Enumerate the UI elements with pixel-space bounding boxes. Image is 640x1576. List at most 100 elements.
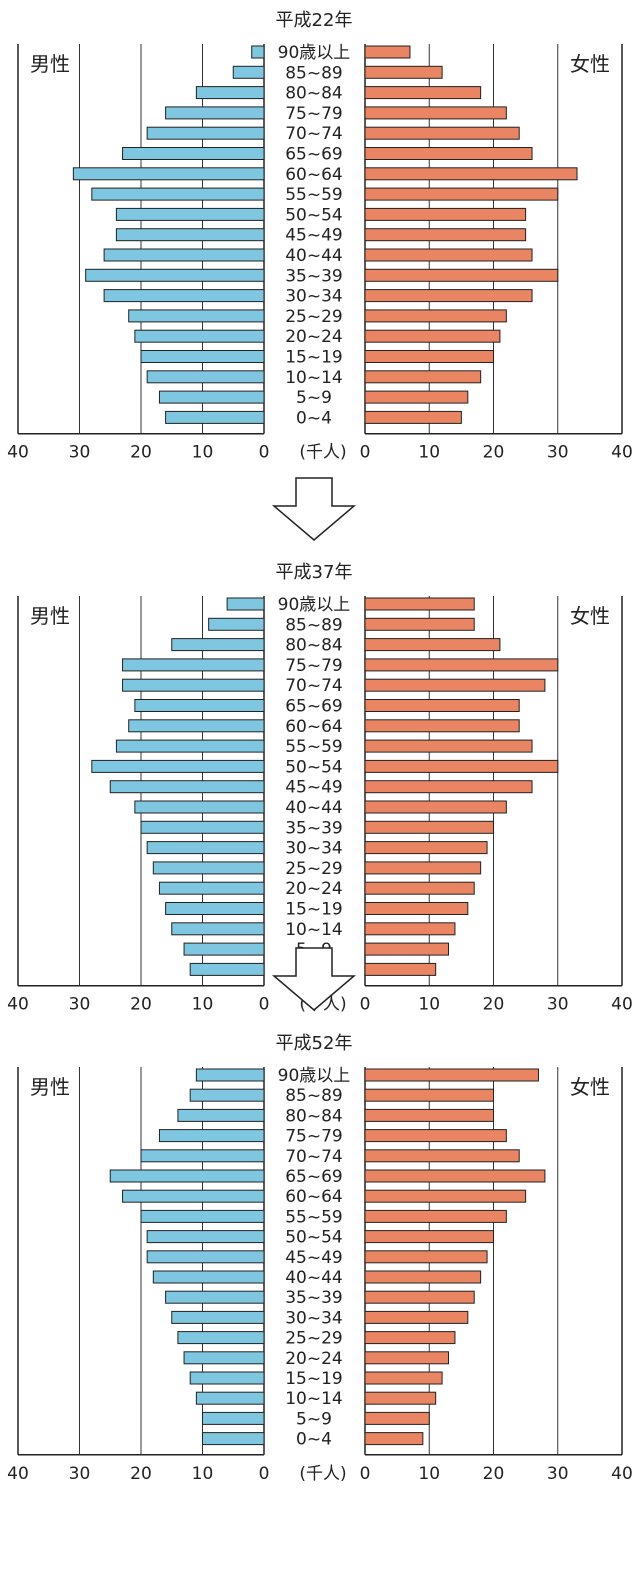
tick-label: 20 [483,443,505,463]
male-bar [146,841,265,855]
age-label: 50~54 [285,1228,343,1248]
female-bar [364,106,507,120]
female-bar [364,719,520,733]
female-bar [364,1290,475,1304]
female-bar [364,45,411,59]
female-bar [364,1169,546,1183]
age-label: 80~84 [285,1106,343,1126]
down-arrow-icon [271,477,357,541]
male-bar [165,410,265,424]
age-label: 55~59 [285,1207,343,1227]
age-label: 50~54 [285,757,343,777]
chart-title: 平成22年 [276,10,353,31]
female-bar [364,902,469,915]
tick-label: 20 [483,1464,505,1484]
age-label: 55~59 [285,737,343,757]
age-label: 50~54 [285,205,343,225]
male-label: 男性 [30,1075,70,1099]
female-bar [364,881,475,895]
age-label: 90歳以上 [278,595,351,615]
male-bar [195,86,265,100]
female-bar [364,390,469,404]
age-label: 20~24 [285,1349,343,1369]
male-bar [146,370,265,384]
female-bar [364,1270,482,1284]
male-bar [146,1250,265,1264]
female-bar [364,841,488,855]
arrows-group [271,477,357,1011]
age-label: 20~24 [285,879,343,899]
tick-label: 20 [130,1464,152,1484]
age-label: 35~39 [285,266,343,286]
male-bar [146,1230,265,1244]
female-label: 女性 [570,52,610,76]
female-bar [364,861,482,875]
male-bar [189,962,265,976]
male-bar [140,820,265,834]
age-label: 65~69 [285,1167,343,1187]
age-label: 40~44 [285,1268,343,1288]
age-label: 45~49 [285,1248,343,1268]
male-bar [72,167,265,181]
age-label: 30~34 [285,839,343,859]
age-label: 10~14 [285,920,343,940]
female-bar [364,207,527,221]
female-bar [364,167,578,181]
tick-label: 10 [192,995,214,1015]
age-label: 30~34 [285,1308,343,1328]
male-bar [128,719,265,733]
tick-label: 30 [69,1464,91,1484]
male-bar [183,942,265,956]
female-bar [364,1391,437,1405]
male-bar [109,780,265,794]
age-label: 85~89 [285,63,343,83]
female-bar [364,86,482,100]
age-label: 15~19 [285,1369,343,1389]
tick-label: 30 [69,443,91,463]
tick-label: 30 [547,1464,569,1484]
tick-label: 20 [130,995,152,1015]
tick-label: 40 [7,1464,29,1484]
female-bar [364,962,437,976]
male-bar [134,699,265,712]
age-label: 70~74 [285,124,343,144]
female-bar [364,739,533,753]
female-bar [364,638,501,652]
tick-label: 0 [259,995,270,1015]
age-label: 65~69 [285,145,343,165]
male-bar [115,739,265,753]
female-bar [364,248,533,262]
age-label: 70~74 [285,1147,343,1167]
tick-label: 30 [547,443,569,463]
male-bar [158,390,265,404]
age-label: 65~69 [285,697,343,717]
age-label: 75~79 [285,1127,343,1147]
male-bar [122,678,265,692]
age-label: 25~29 [285,307,343,327]
down-arrow-icon [271,947,357,1011]
male-bar [103,289,265,303]
female-bar [364,1230,494,1244]
male-bar [115,228,265,242]
age-label: 5~9 [296,1409,332,1429]
female-bar [364,1371,443,1385]
tick-label: 20 [130,443,152,463]
male-bar [195,1068,265,1082]
tick-label: 30 [69,995,91,1015]
female-bar [364,820,494,834]
tick-label: 40 [611,443,633,463]
male-bar [183,1351,265,1365]
female-bar [364,147,533,160]
male-label: 男性 [30,52,70,76]
female-bar [364,780,533,794]
male-bar [122,658,265,672]
female-bar [364,678,546,692]
age-label: 5~9 [296,388,332,408]
chart-title: 平成37年 [276,562,353,583]
male-bar [115,207,265,221]
tick-label: 10 [418,1464,440,1484]
age-label: 70~74 [285,676,343,696]
age-label: 35~39 [285,1288,343,1308]
